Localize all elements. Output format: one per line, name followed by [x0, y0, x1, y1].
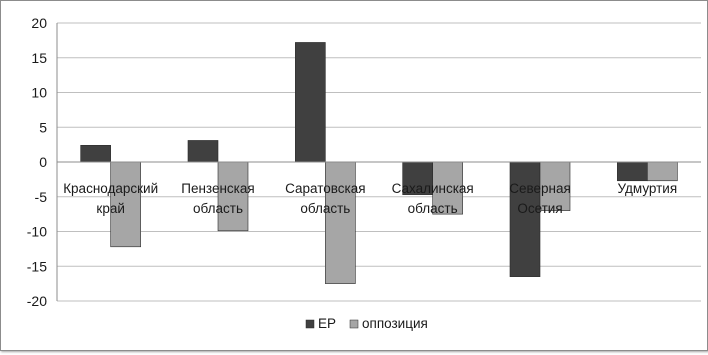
category-label: Пензенская	[181, 181, 254, 196]
y-tick-label: -15	[27, 258, 47, 274]
category-label: область	[300, 201, 350, 216]
bar-er	[295, 42, 326, 163]
bar-er	[80, 145, 111, 163]
bar-opposition	[325, 161, 356, 284]
y-tick-label: -20	[27, 293, 47, 309]
category-label: Саратовская	[285, 181, 365, 196]
bar-opposition	[539, 161, 571, 211]
y-tick-label: -5	[35, 189, 48, 205]
legend-label-opposition: оппозиция	[362, 316, 428, 331]
bar-er	[509, 161, 541, 277]
category-label: край	[96, 201, 124, 216]
y-tick-label: -10	[27, 224, 47, 240]
bar-opposition	[647, 161, 678, 182]
axes	[56, 23, 701, 301]
category-label: Краснодарский	[63, 181, 158, 196]
bar-er	[617, 161, 648, 182]
legend-swatch-er	[305, 319, 315, 329]
bars	[80, 42, 678, 284]
category-label: Сахалинская	[392, 181, 474, 196]
y-tick-label: 5	[39, 119, 47, 135]
category-label: Осетия	[517, 201, 562, 216]
category-labels: Краснодарский край Пензенская область Сарато…	[63, 181, 677, 216]
legend-swatch-opposition	[349, 319, 359, 329]
y-tick-label: 20	[31, 15, 47, 31]
bar-er	[187, 140, 219, 163]
y-tick-label: 10	[31, 85, 47, 101]
y-tick-label: 0	[39, 154, 47, 170]
bar-opposition	[110, 161, 141, 248]
bar-opposition	[217, 161, 249, 232]
legend-label-er: ЕР	[318, 316, 336, 331]
category-label: Северная	[509, 181, 571, 196]
y-tick-label: 15	[31, 50, 47, 66]
category-label: Удмуртия	[617, 181, 677, 196]
y-axis-ticks: 20 15 10 5 0 -5 -10 -15 -20	[27, 15, 47, 309]
legend: ЕР оппозиция	[305, 316, 428, 331]
category-label: область	[193, 201, 243, 216]
bar-opposition	[432, 161, 463, 215]
category-label: область	[408, 201, 458, 216]
